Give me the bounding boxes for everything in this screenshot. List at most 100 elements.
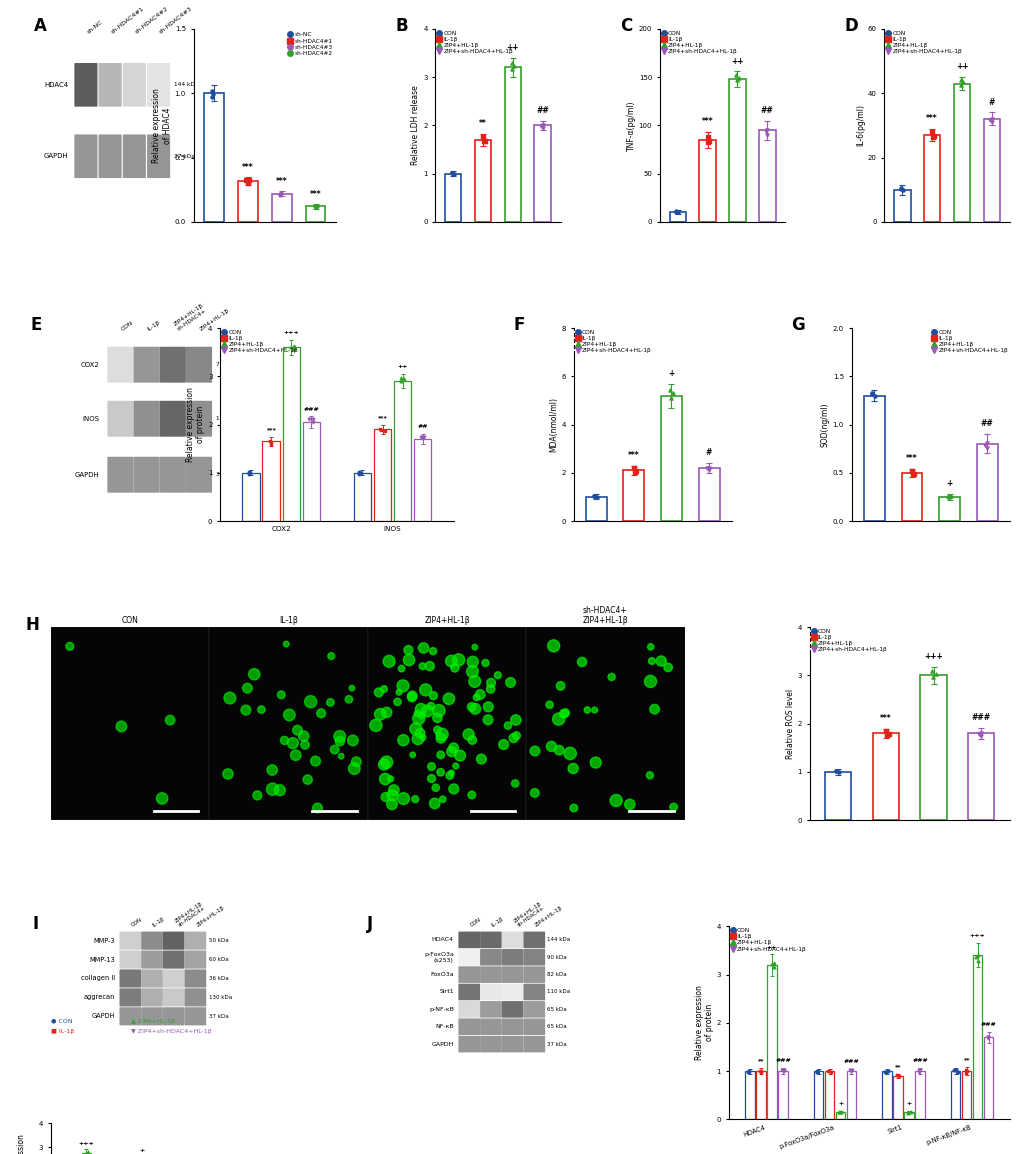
- Text: IL-1β: IL-1β: [152, 916, 166, 928]
- FancyBboxPatch shape: [141, 988, 163, 1006]
- Point: [757, 122, 773, 141]
- Point: [446, 659, 463, 677]
- FancyBboxPatch shape: [185, 346, 212, 383]
- Point: [297, 735, 313, 754]
- Bar: [534, 126, 550, 222]
- Point: [910, 1061, 926, 1079]
- Point: [300, 771, 316, 789]
- Point: [940, 488, 956, 507]
- Point: [421, 657, 437, 675]
- Point: [61, 637, 77, 655]
- Point: [239, 679, 256, 697]
- FancyBboxPatch shape: [523, 983, 544, 1001]
- Text: ##: ##: [536, 106, 548, 114]
- Text: COX2: COX2: [81, 361, 99, 368]
- Point: [382, 770, 398, 788]
- Point: [752, 1062, 768, 1080]
- Text: +: +: [906, 1101, 911, 1107]
- FancyBboxPatch shape: [501, 949, 523, 966]
- Bar: [444, 173, 461, 222]
- Point: [432, 729, 448, 748]
- Bar: [368, 627, 526, 820]
- Point: [892, 178, 908, 196]
- FancyBboxPatch shape: [458, 1019, 480, 1035]
- Y-axis label: MDA(nmol/ml): MDA(nmol/ml): [549, 397, 558, 452]
- Point: [607, 792, 624, 810]
- Point: [827, 762, 844, 780]
- Point: [566, 799, 582, 817]
- Point: [383, 795, 399, 814]
- Point: [900, 1103, 916, 1122]
- Point: [399, 640, 416, 659]
- Bar: [901, 473, 921, 522]
- Text: J: J: [367, 915, 373, 932]
- Point: [981, 111, 998, 129]
- Text: ##: ##: [760, 106, 772, 114]
- Legend: CON, IL-1β, ZIP4+HL-1β, ZIP4+sh-HDAC4+HL-1β: CON, IL-1β, ZIP4+HL-1β, ZIP4+sh-HDAC4+HL…: [884, 30, 962, 54]
- Text: 37 kDa: 37 kDa: [216, 472, 236, 478]
- Point: [384, 786, 400, 804]
- Point: [278, 635, 294, 653]
- Point: [393, 659, 410, 677]
- Point: [331, 727, 347, 745]
- Point: [534, 115, 550, 134]
- Point: [752, 1063, 768, 1081]
- Point: [876, 1063, 893, 1081]
- Point: [303, 692, 319, 711]
- Point: [863, 384, 879, 403]
- FancyBboxPatch shape: [163, 1007, 184, 1026]
- FancyBboxPatch shape: [99, 134, 121, 178]
- Point: [763, 956, 780, 974]
- Point: [586, 700, 602, 719]
- Point: [271, 781, 287, 800]
- Point: [433, 725, 449, 743]
- Point: [552, 676, 569, 695]
- Text: GAPDH: GAPDH: [431, 1042, 453, 1047]
- Y-axis label: SOD(ng/ml): SOD(ng/ml): [820, 403, 829, 447]
- Point: [808, 1063, 824, 1081]
- Text: +: +: [946, 479, 952, 488]
- Text: 131 kDa: 131 kDa: [216, 417, 240, 421]
- Text: ZIP4+HL-1β
sh-HDAC4+: ZIP4+HL-1β sh-HDAC4+: [173, 900, 207, 928]
- Point: [579, 700, 595, 719]
- Text: C: C: [620, 17, 632, 36]
- FancyBboxPatch shape: [458, 949, 480, 966]
- Point: [586, 487, 602, 505]
- Bar: [972, 956, 981, 1119]
- Text: 144 kDa: 144 kDa: [547, 937, 570, 943]
- Point: [395, 789, 412, 808]
- FancyBboxPatch shape: [523, 966, 544, 983]
- Text: G: G: [791, 316, 804, 335]
- Point: [394, 676, 411, 695]
- Point: [957, 1064, 973, 1082]
- Point: [603, 668, 620, 687]
- Point: [253, 700, 269, 719]
- Point: [154, 789, 170, 808]
- Point: [466, 672, 482, 690]
- FancyBboxPatch shape: [480, 1001, 501, 1018]
- Bar: [474, 140, 491, 222]
- Text: +: +: [667, 369, 674, 377]
- Bar: [893, 1076, 902, 1119]
- Bar: [938, 497, 959, 522]
- FancyBboxPatch shape: [99, 63, 121, 106]
- Bar: [894, 189, 910, 222]
- Point: [442, 652, 459, 670]
- Point: [432, 763, 448, 781]
- Point: [758, 126, 774, 144]
- Point: [473, 750, 489, 769]
- Point: [621, 795, 637, 814]
- Text: ***: ***: [905, 455, 917, 463]
- Point: [345, 759, 362, 778]
- Point: [464, 662, 480, 681]
- Legend: CON, IL-1β, ZIP4+HL-1β, ZIP4+sh-HDAC4+HL-1β: CON, IL-1β, ZIP4+HL-1β, ZIP4+sh-HDAC4+HL…: [660, 30, 738, 54]
- Point: [661, 381, 678, 399]
- Point: [970, 725, 986, 743]
- Bar: [623, 471, 644, 522]
- FancyBboxPatch shape: [501, 1001, 523, 1018]
- Point: [982, 113, 999, 132]
- FancyBboxPatch shape: [163, 951, 184, 968]
- FancyBboxPatch shape: [480, 931, 501, 949]
- Point: [923, 668, 940, 687]
- Point: [410, 729, 426, 748]
